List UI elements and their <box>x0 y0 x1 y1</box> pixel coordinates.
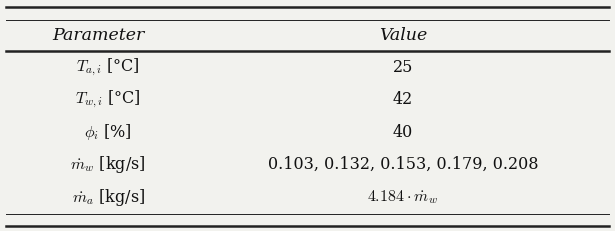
Text: $T_{a,i}$ [°C]: $T_{a,i}$ [°C] <box>76 56 140 78</box>
Text: $T_{w,i}$ [°C]: $T_{w,i}$ [°C] <box>76 89 141 110</box>
Text: Parameter: Parameter <box>52 27 145 44</box>
Text: 40: 40 <box>393 124 413 141</box>
Text: $\dot{m}_a$ [kg/s]: $\dot{m}_a$ [kg/s] <box>71 187 145 208</box>
Text: 42: 42 <box>393 91 413 108</box>
Text: 0.103, 0.132, 0.153, 0.179, 0.208: 0.103, 0.132, 0.153, 0.179, 0.208 <box>268 156 538 173</box>
Text: $\dot{m}_w$ [kg/s]: $\dot{m}_w$ [kg/s] <box>71 154 146 175</box>
Text: 25: 25 <box>392 59 413 76</box>
Text: $4.184 \cdot \dot{m}_w$: $4.184 \cdot \dot{m}_w$ <box>367 188 438 206</box>
Text: $\phi_i$ [%]: $\phi_i$ [%] <box>84 122 132 142</box>
Text: Value: Value <box>379 27 427 44</box>
